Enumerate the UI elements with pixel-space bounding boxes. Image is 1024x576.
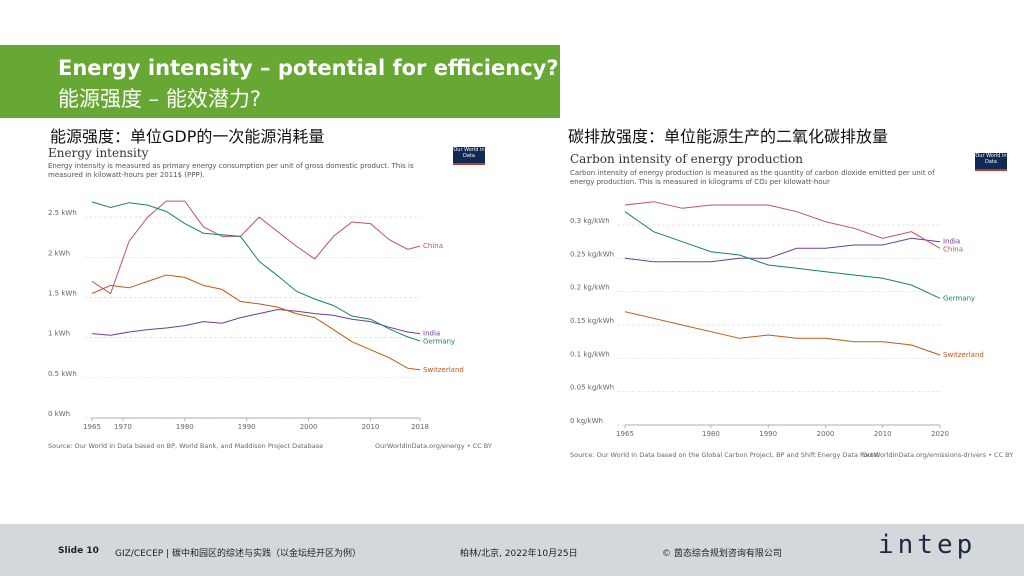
panel-title: 能源强度：单位GDP的一次能源消耗量 (50, 127, 325, 146)
series-label: China (423, 242, 443, 250)
series-label: India (943, 238, 960, 246)
place-date: 柏林/北京, 2022年10月25日 (460, 549, 578, 559)
panel-title: 碳排放强度：单位能源生产的二氧化碳排放量 (568, 127, 889, 146)
x-tick-label: 2000 (300, 423, 318, 431)
series-label: Germany (423, 338, 455, 346)
footer-band (0, 524, 1024, 576)
series-label: China (943, 246, 963, 254)
series-label: Switzerland (943, 351, 984, 359)
series-line (91, 200, 421, 295)
x-tick-label: 1980 (702, 430, 720, 438)
chart-title: Energy intensity (48, 146, 149, 160)
y-tick-label: 2 kWh (48, 249, 70, 257)
y-tick-label: 0.5 kWh (48, 370, 77, 378)
chart-subtitle: Energy intensity is measured as primary … (48, 162, 414, 179)
x-tick-label: 1990 (759, 430, 777, 438)
series-line (91, 308, 421, 336)
x-tick-label: 1980 (176, 423, 194, 431)
source-url: OurWorldInData.org/emissions-drivers • C… (862, 451, 1014, 459)
series-line (91, 201, 421, 342)
chart-subtitle: Carbon intensity of energy production is… (570, 169, 935, 186)
x-tick-label: 2020 (931, 430, 949, 438)
slide-number: Slide 10 (58, 546, 99, 556)
project: GIZ/CECEP | 碳中和园区的综述与实践（以金坛经开区为例） (115, 549, 361, 559)
y-tick-label: 0.2 kg/kWh (570, 284, 610, 292)
header-subtitle: 能源强度 – 能效潜力? (58, 87, 261, 111)
logo: Our World in Data (453, 147, 485, 165)
y-tick-label: 0.1 kg/kWh (570, 350, 610, 358)
source: Source: Our World in Data based on the G… (570, 451, 879, 459)
y-tick-label: 0.3 kg/kWh (570, 217, 610, 225)
series-label: Switzerland (423, 366, 464, 374)
x-tick-label: 1990 (238, 423, 256, 431)
header-title: Energy intensity – potential for efficie… (58, 56, 559, 80)
y-tick-label: 0 kg/kWh (570, 417, 603, 425)
x-tick-label: 2000 (817, 430, 835, 438)
copyright: © 茵态综合规划咨询有限公司 (662, 549, 782, 559)
x-tick-label: 2010 (874, 430, 892, 438)
header-band (0, 45, 560, 118)
y-tick-label: 0.05 kg/kWh (570, 384, 614, 392)
y-tick-label: 2.5 kWh (48, 209, 77, 217)
series-line (624, 201, 941, 249)
source: Source: Our World in Data based on BP, W… (48, 442, 324, 450)
series-label: India (423, 330, 440, 338)
y-tick-label: 0 kWh (48, 410, 70, 418)
x-tick-label: 1970 (114, 423, 132, 431)
chart-title: Carbon intensity of energy production (570, 152, 803, 166)
series-line (624, 311, 941, 356)
logo: Our World in Data (975, 153, 1007, 171)
series-line (91, 274, 421, 371)
brand: intep (878, 530, 977, 560)
x-tick-label: 1965 (616, 430, 634, 438)
y-tick-label: 0.15 kg/kWh (570, 317, 614, 325)
x-tick-label: 2018 (411, 423, 429, 431)
x-tick-label: 1965 (83, 423, 101, 431)
y-tick-label: 1 kWh (48, 330, 70, 338)
y-tick-label: 0.25 kg/kWh (570, 250, 614, 258)
series-label: Germany (943, 294, 975, 302)
x-tick-label: 2010 (362, 423, 380, 431)
series-line (624, 237, 941, 263)
series-line (624, 211, 941, 299)
source-url: OurWorldInData.org/energy • CC BY (375, 442, 492, 450)
y-tick-label: 1.5 kWh (48, 289, 77, 297)
